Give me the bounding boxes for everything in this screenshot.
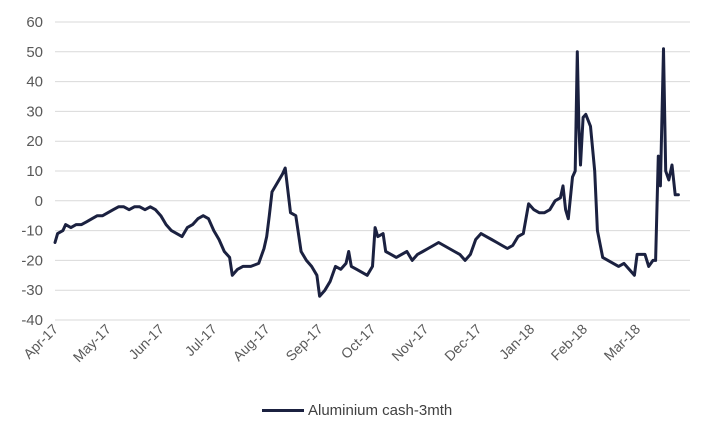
legend-label: Aluminium cash-3mth [308, 402, 453, 419]
y-tick-label: 0 [35, 193, 43, 210]
x-tick-label: Jul-17 [182, 321, 220, 359]
x-tick-label: Dec-17 [441, 321, 484, 364]
y-tick-label: -20 [21, 252, 43, 269]
y-tick-label: -30 [21, 282, 43, 299]
y-tick-label: 60 [26, 14, 43, 31]
x-tick-label: Sep-17 [282, 321, 325, 364]
x-tick-label: Aug-17 [230, 321, 273, 364]
y-tick-label: -40 [21, 312, 43, 329]
y-tick-label: 10 [26, 163, 43, 180]
x-tick-label: May-17 [70, 321, 114, 365]
legend-swatch [262, 409, 304, 412]
x-tick-label: Nov-17 [388, 321, 431, 364]
y-tick-label: 50 [26, 44, 43, 61]
x-tick-label: Jun-17 [125, 321, 167, 363]
x-tick-label: Mar-18 [601, 321, 644, 364]
x-tick-label: Jan-18 [496, 321, 538, 363]
y-tick-label: 30 [26, 103, 43, 120]
legend: Aluminium cash-3mth [262, 402, 452, 419]
x-tick-label: Feb-18 [548, 321, 591, 364]
x-axis-ticks: Apr-17 May-17 Jun-17 Jul-17 Aug-17 Sep-17 Oct-… [20, 321, 643, 365]
x-tick-label: Oct-17 [338, 321, 379, 362]
y-tick-label: -10 [21, 223, 43, 240]
y-tick-label: 40 [26, 74, 43, 91]
y-axis-ticks: 60 50 40 30 20 10 0 -10 -20 -30 -40 [21, 14, 43, 329]
y-tick-label: 20 [26, 133, 43, 150]
series-line-aluminium [53, 47, 680, 298]
